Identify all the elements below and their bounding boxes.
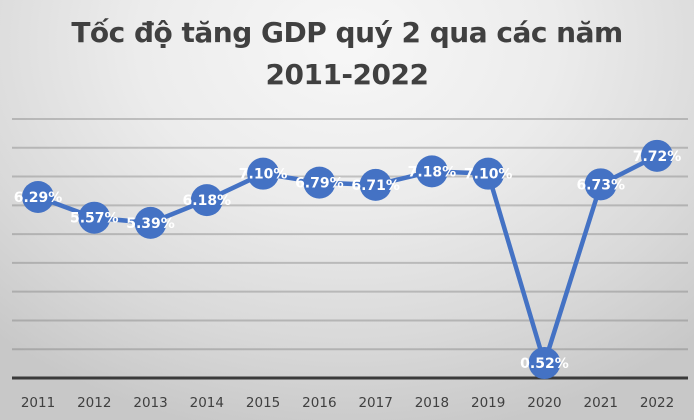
- data-label: 7.10%: [464, 167, 513, 183]
- x-tick-label: 2019: [471, 395, 505, 411]
- data-label: 6.79%: [295, 176, 344, 192]
- data-label: 7.72%: [633, 149, 682, 165]
- data-label: 7.10%: [239, 167, 288, 183]
- data-label: 7.18%: [408, 164, 457, 180]
- x-tick-label: 2018: [415, 395, 449, 411]
- data-series: 6.29% 5.57% 5.39% 6.18% 7.10% 6.79% 6.71% 7.18%…: [14, 139, 682, 380]
- x-tick-label: 2015: [246, 395, 280, 411]
- x-tick-label: 2012: [77, 395, 111, 411]
- data-label: 6.73%: [576, 177, 625, 193]
- data-label: 6.18%: [183, 193, 232, 209]
- x-tick-label: 2022: [640, 395, 674, 411]
- x-tick-label: 2016: [302, 395, 336, 411]
- data-label: 5.39%: [126, 216, 175, 232]
- x-tick-label: 2013: [133, 395, 167, 411]
- chart-title-line-1: Tốc độ tăng GDP quý 2 qua các năm: [71, 16, 623, 49]
- x-tick-label: 2011: [21, 395, 55, 411]
- data-point-marker: [584, 168, 617, 201]
- data-label: 6.29%: [14, 190, 63, 206]
- data-point-marker: [247, 157, 280, 190]
- data-label: 5.57%: [70, 211, 119, 227]
- x-tick-label: 2021: [584, 395, 618, 411]
- x-axis: 2011 2012 2013 2014 2015 2016 2017 2018 2019 2020…: [12, 376, 688, 411]
- chart-title: Tốc độ tăng GDP quý 2 qua các năm 2011-2…: [0, 12, 694, 96]
- data-point-marker: [190, 184, 223, 217]
- data-point-marker: [528, 347, 561, 380]
- data-point-marker: [303, 166, 336, 199]
- x-tick-label: 2014: [190, 395, 224, 411]
- x-tick-label: 2020: [527, 395, 561, 411]
- series-line: [37, 153, 659, 366]
- data-point-marker: [22, 180, 54, 213]
- data-label: 6.71%: [351, 178, 400, 194]
- data-point-marker: [415, 155, 448, 188]
- data-label: 0.52%: [520, 356, 569, 372]
- data-point-marker: [359, 168, 392, 201]
- data-point-marker: [641, 139, 673, 172]
- data-point-marker: [134, 206, 167, 239]
- data-point-marker: [78, 201, 111, 234]
- chart-title-line-2: 2011-2022: [265, 58, 429, 91]
- data-point-marker: [472, 157, 505, 190]
- x-tick-label: 2017: [358, 395, 392, 411]
